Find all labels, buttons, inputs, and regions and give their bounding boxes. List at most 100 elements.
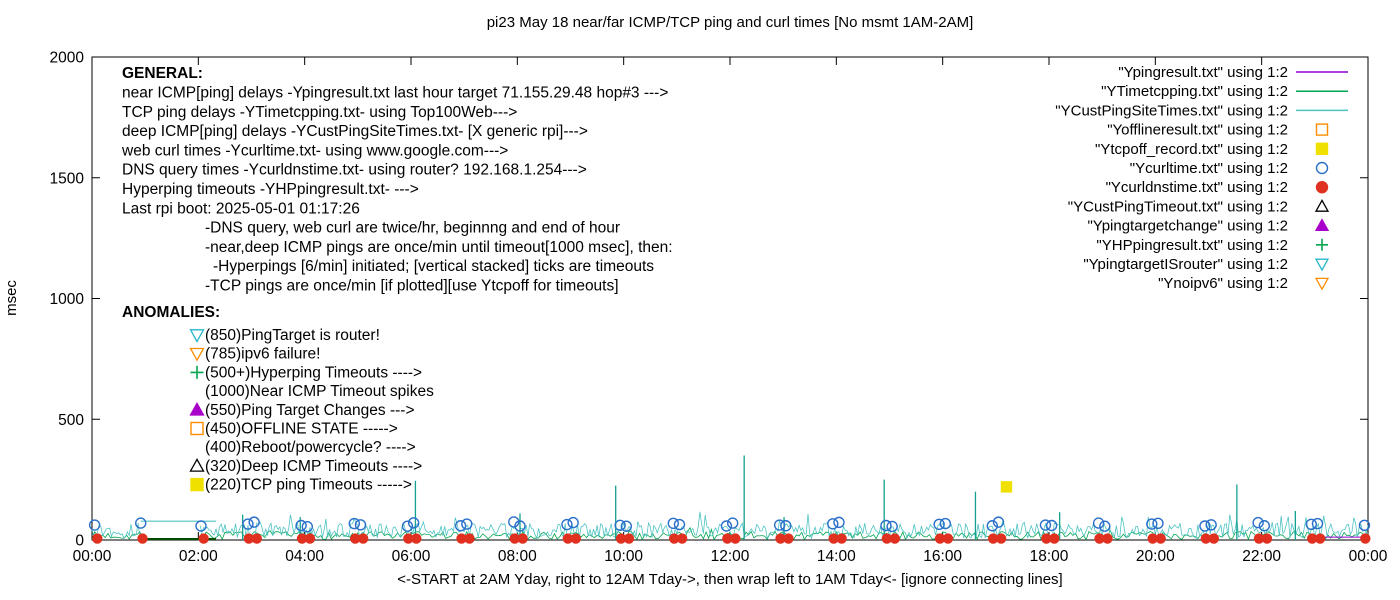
x-tick-label: 10:00 bbox=[604, 548, 643, 565]
filled-circle-marker bbox=[304, 533, 316, 544]
x-tick-label: 02:00 bbox=[179, 548, 218, 565]
open-circle-marker bbox=[880, 519, 892, 532]
open-circle-marker bbox=[773, 519, 786, 531]
general-line: -near,deep ICMP pings are once/min until… bbox=[205, 239, 673, 256]
open-circle-marker bbox=[508, 516, 520, 528]
open-circle-marker bbox=[1205, 519, 1217, 531]
open-triangle-down-marker bbox=[1314, 277, 1330, 291]
open-circle-marker bbox=[1045, 519, 1058, 532]
open-circle-marker bbox=[354, 519, 367, 531]
general-line: Last rpi boot: 2025-05-01 01:17:26 bbox=[122, 200, 360, 217]
open-circle-marker bbox=[827, 518, 839, 530]
general-line: -DNS query, web curl are twice/hr, begin… bbox=[205, 220, 620, 237]
filled-circle-marker bbox=[570, 533, 582, 544]
legend-label: "YCustPingSiteTimes.txt" using 1:2 bbox=[1055, 102, 1288, 119]
open-circle-marker bbox=[301, 521, 314, 533]
filled-circle-marker bbox=[1155, 533, 1166, 544]
open-circle-marker bbox=[1099, 520, 1111, 532]
legend-label: "Ycurltime.txt" using 1:2 bbox=[1130, 160, 1288, 177]
x-tick-label: 06:00 bbox=[392, 548, 431, 565]
general-line: deep ICMP[ping] delays -YCustPingSiteTim… bbox=[122, 123, 588, 140]
anomalies-heading: ANOMALIES: bbox=[122, 304, 220, 321]
plot-area: 00:00 02:00 04:00 06:00 08:00 10:00 12:00 14:00… bbox=[50, 50, 1388, 566]
open-circle-marker bbox=[986, 520, 998, 532]
x-tick-label: 12:00 bbox=[711, 548, 750, 565]
open-circle-marker bbox=[886, 520, 898, 533]
open-circle-marker bbox=[1305, 518, 1317, 531]
filled-circle-marker bbox=[1208, 533, 1220, 544]
x-tick-label: 22:00 bbox=[1242, 548, 1281, 565]
legend-label: "YCustPingTimeout.txt" using 1:2 bbox=[1068, 198, 1288, 215]
x-tick-label: 16:00 bbox=[923, 548, 962, 565]
anomaly-item-label: (550)Ping Target Changes ---> bbox=[205, 402, 415, 419]
anomaly-item-label: (220)TCP ping Timeouts -----> bbox=[205, 477, 412, 494]
filled-circle-marker bbox=[251, 533, 263, 544]
open-circle-marker bbox=[1252, 516, 1264, 529]
filled-circle-marker bbox=[411, 533, 422, 544]
legend-label: "YTimetcpping.txt" using 1:2 bbox=[1101, 83, 1288, 100]
filled-circle-marker bbox=[137, 533, 148, 544]
general-heading: GENERAL: bbox=[122, 65, 203, 82]
filled-circle-marker bbox=[1102, 533, 1113, 544]
x-tick-label: 14:00 bbox=[817, 548, 856, 565]
general-line: web curl times -Ycurltime.txt- using www… bbox=[121, 142, 508, 159]
open-triangle-down-marker bbox=[189, 329, 205, 343]
open-circle-marker bbox=[454, 520, 467, 532]
open-circle-marker bbox=[1152, 517, 1164, 530]
chart-title: pi23 May 18 near/far ICMP/TCP ping and c… bbox=[487, 14, 974, 31]
filled-circle-marker bbox=[995, 533, 1007, 544]
filled-circle-marker bbox=[92, 533, 103, 544]
open-circle-marker bbox=[248, 516, 260, 528]
anomaly-item-label: (1000)Near ICMP Timeout spikes bbox=[205, 383, 434, 400]
plus-marker bbox=[190, 365, 204, 379]
general-line: near ICMP[ping] delays -Ypingresult.txt … bbox=[122, 85, 668, 102]
anomaly-item-label: (450)OFFLINE STATE -----> bbox=[205, 421, 398, 438]
open-circle-marker bbox=[780, 520, 792, 532]
open-circle-marker bbox=[1199, 520, 1211, 532]
open-circle-marker bbox=[667, 517, 679, 530]
open-circle-marker bbox=[242, 518, 254, 530]
open-circle-marker bbox=[833, 516, 845, 529]
general-line: -Hyperpings [6/min] initiated; [vertical… bbox=[213, 258, 654, 275]
y-tick-label: 2000 bbox=[50, 50, 85, 67]
open-circle-marker bbox=[1315, 161, 1329, 175]
y-tick-label: 1000 bbox=[50, 291, 85, 308]
general-line: Hyperping timeouts -YHPpingresult.txt- -… bbox=[122, 181, 419, 198]
open-circle-marker bbox=[1258, 520, 1271, 532]
open-circle-marker bbox=[1092, 517, 1105, 529]
open-circle-marker bbox=[514, 520, 526, 532]
open-triangle-down-marker bbox=[189, 347, 205, 362]
filled-circle-marker bbox=[676, 533, 688, 544]
filled-circle-marker bbox=[1261, 533, 1273, 544]
filled-circle-marker bbox=[1315, 180, 1329, 194]
filled-triangle-up-marker bbox=[1314, 218, 1330, 232]
y-tick-label: 500 bbox=[58, 412, 84, 429]
open-circle-marker bbox=[88, 519, 101, 531]
filled-circle-marker bbox=[1049, 533, 1060, 544]
open-circle-marker bbox=[1146, 518, 1158, 530]
anomaly-item-label: (785)ipv6 failure! bbox=[205, 346, 320, 363]
x-axis-label: <-START at 2AM Yday, right to 12AM Tday-… bbox=[397, 571, 1062, 588]
open-circle-marker bbox=[1039, 519, 1052, 531]
open-triangle-up-marker bbox=[189, 458, 205, 472]
filled-triangle-up-marker bbox=[189, 401, 205, 416]
open-circle-marker bbox=[726, 517, 739, 529]
filled-circle-marker bbox=[942, 533, 954, 544]
filled-circle-marker bbox=[1314, 533, 1326, 544]
open-circle-marker bbox=[407, 517, 420, 529]
open-circle-marker bbox=[348, 517, 360, 530]
x-tick-label: 00:00 bbox=[73, 548, 112, 565]
legend-label: "Ycurldnstime.txt" using 1:2 bbox=[1106, 179, 1288, 196]
x-tick-label: 00:00 bbox=[1349, 548, 1388, 565]
open-circle-marker bbox=[461, 518, 473, 530]
open-circle-marker bbox=[567, 516, 579, 529]
open-circle-marker bbox=[620, 520, 633, 532]
open-circle-marker bbox=[195, 520, 207, 532]
filled-circle-marker bbox=[517, 533, 528, 544]
filled-circle-marker bbox=[730, 533, 741, 544]
filled-square-marker bbox=[1315, 142, 1329, 156]
x-tick-label: 08:00 bbox=[498, 548, 537, 565]
x-tick-label: 20:00 bbox=[1136, 548, 1175, 565]
open-circle-marker bbox=[401, 520, 414, 532]
